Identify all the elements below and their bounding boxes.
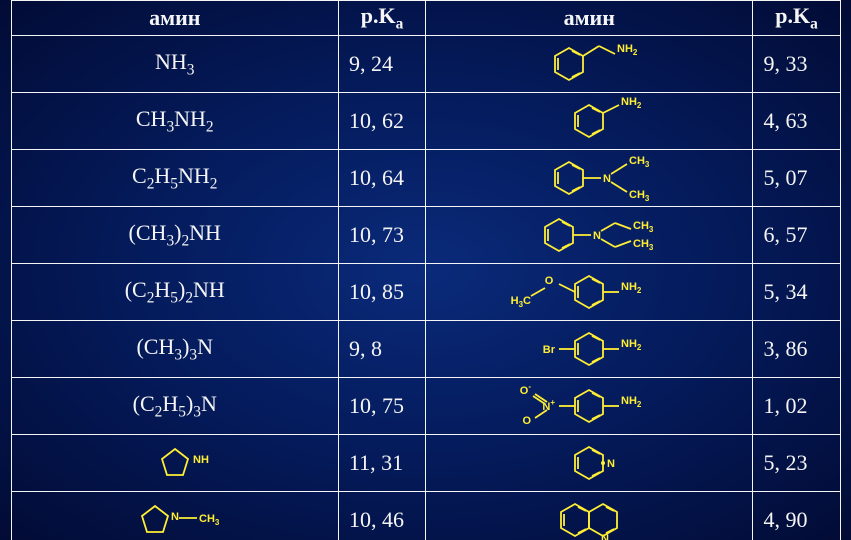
pka-left-cell: 10, 85	[339, 264, 426, 321]
svg-text:N: N	[603, 173, 611, 185]
amine-right-cell: NH2	[425, 93, 753, 150]
amine-left-cell: (CH3)3N	[11, 321, 339, 378]
amine-right-cell: NH2 Br	[425, 321, 753, 378]
header-pka-2: p.Ka	[753, 1, 840, 36]
pka-right-cell: 9, 33	[753, 36, 840, 93]
svg-text:N: N	[593, 230, 601, 242]
amine-left-cell: (C2H5)3N	[11, 378, 339, 435]
amine-left-cell: (C2H5)2NH	[11, 264, 339, 321]
pka-left-cell: 10, 64	[339, 150, 426, 207]
amine-right-cell: NH2 O H3C	[425, 264, 753, 321]
pka-left-cell: 10, 46	[339, 492, 426, 540]
table-row: (CH3)2NH10, 73 N CH3 CH3 6, 57	[11, 207, 840, 264]
pka-left-cell: 10, 62	[339, 93, 426, 150]
table-row: NH39, 24 NH2 9, 33	[11, 36, 840, 93]
svg-text:CH3: CH3	[633, 220, 654, 234]
svg-text:NH: NH	[193, 454, 209, 466]
svg-text:NH2: NH2	[621, 281, 642, 295]
amine-left-cell: (CH3)2NH	[11, 207, 339, 264]
header-amine-2: амин	[425, 1, 753, 36]
table-row: NH 11, 31 N 5, 23	[11, 435, 840, 492]
svg-text:O-: O-	[520, 382, 532, 397]
table-row: (CH3)3N9, 8 NH2 Br 3, 86	[11, 321, 840, 378]
table-row: N CH3 10, 46 N 4, 90	[11, 492, 840, 540]
svg-text:O: O	[545, 275, 554, 287]
pka-left-cell: 9, 8	[339, 321, 426, 378]
svg-text:Br: Br	[543, 344, 556, 356]
pka-right-cell: 5, 23	[753, 435, 840, 492]
pka-right-cell: 1, 02	[753, 378, 840, 435]
pka-left-cell: 10, 75	[339, 378, 426, 435]
amine-right-cell: NH2	[425, 36, 753, 93]
svg-text:NH2: NH2	[617, 43, 638, 57]
pka-right-cell: 4, 90	[753, 492, 840, 540]
svg-text:NH2: NH2	[621, 338, 642, 352]
svg-text:H3C: H3C	[511, 295, 531, 309]
pka-left-cell: 11, 31	[339, 435, 426, 492]
svg-text:N: N	[601, 533, 609, 540]
svg-text:CH3: CH3	[629, 155, 650, 169]
amine-left-cell: NH3	[11, 36, 339, 93]
pka-right-cell: 5, 34	[753, 264, 840, 321]
amine-left-cell: CH3NH2	[11, 93, 339, 150]
table-row: CH3NH210, 62 NH2 4, 63	[11, 93, 840, 150]
header-amine-1: амин	[11, 1, 339, 36]
pka-right-cell: 3, 86	[753, 321, 840, 378]
header-pka-1: p.Ka	[339, 1, 426, 36]
svg-text:N: N	[607, 458, 615, 470]
amine-right-cell: N CH3 CH3	[425, 207, 753, 264]
svg-text:O: O	[523, 415, 532, 427]
pka-right-cell: 4, 63	[753, 93, 840, 150]
pka-right-cell: 6, 57	[753, 207, 840, 264]
svg-text:NH2: NH2	[621, 96, 642, 110]
header-row: амин p.Ka амин p.Ka	[11, 1, 840, 36]
pka-left-cell: 9, 24	[339, 36, 426, 93]
amine-pka-table: амин p.Ka амин p.Ka NH39, 24NH29, 33CH3N…	[11, 0, 841, 540]
amine-right-cell: N CH3 CH3	[425, 150, 753, 207]
pka-left-cell: 10, 73	[339, 207, 426, 264]
svg-text:N: N	[171, 511, 179, 523]
svg-text:CH3: CH3	[629, 189, 650, 203]
amine-left-cell: NH	[11, 435, 339, 492]
svg-text:NH2: NH2	[621, 395, 642, 409]
amine-right-cell: N	[425, 435, 753, 492]
amine-right-cell: N	[425, 492, 753, 540]
table-row: (C2H5)2NH10, 85 NH2 O H3C 5, 34	[11, 264, 840, 321]
table-row: (C2H5)3N10, 75NH2N+O-O1, 02	[11, 378, 840, 435]
svg-text:CH3: CH3	[633, 238, 654, 252]
pka-right-cell: 5, 07	[753, 150, 840, 207]
table-row: C2H5NH210, 64 N CH3 CH3 5, 07	[11, 150, 840, 207]
svg-text:CH3: CH3	[199, 513, 220, 527]
amine-left-cell: C2H5NH2	[11, 150, 339, 207]
amine-right-cell: NH2N+O-O	[425, 378, 753, 435]
amine-left-cell: N CH3	[11, 492, 339, 540]
